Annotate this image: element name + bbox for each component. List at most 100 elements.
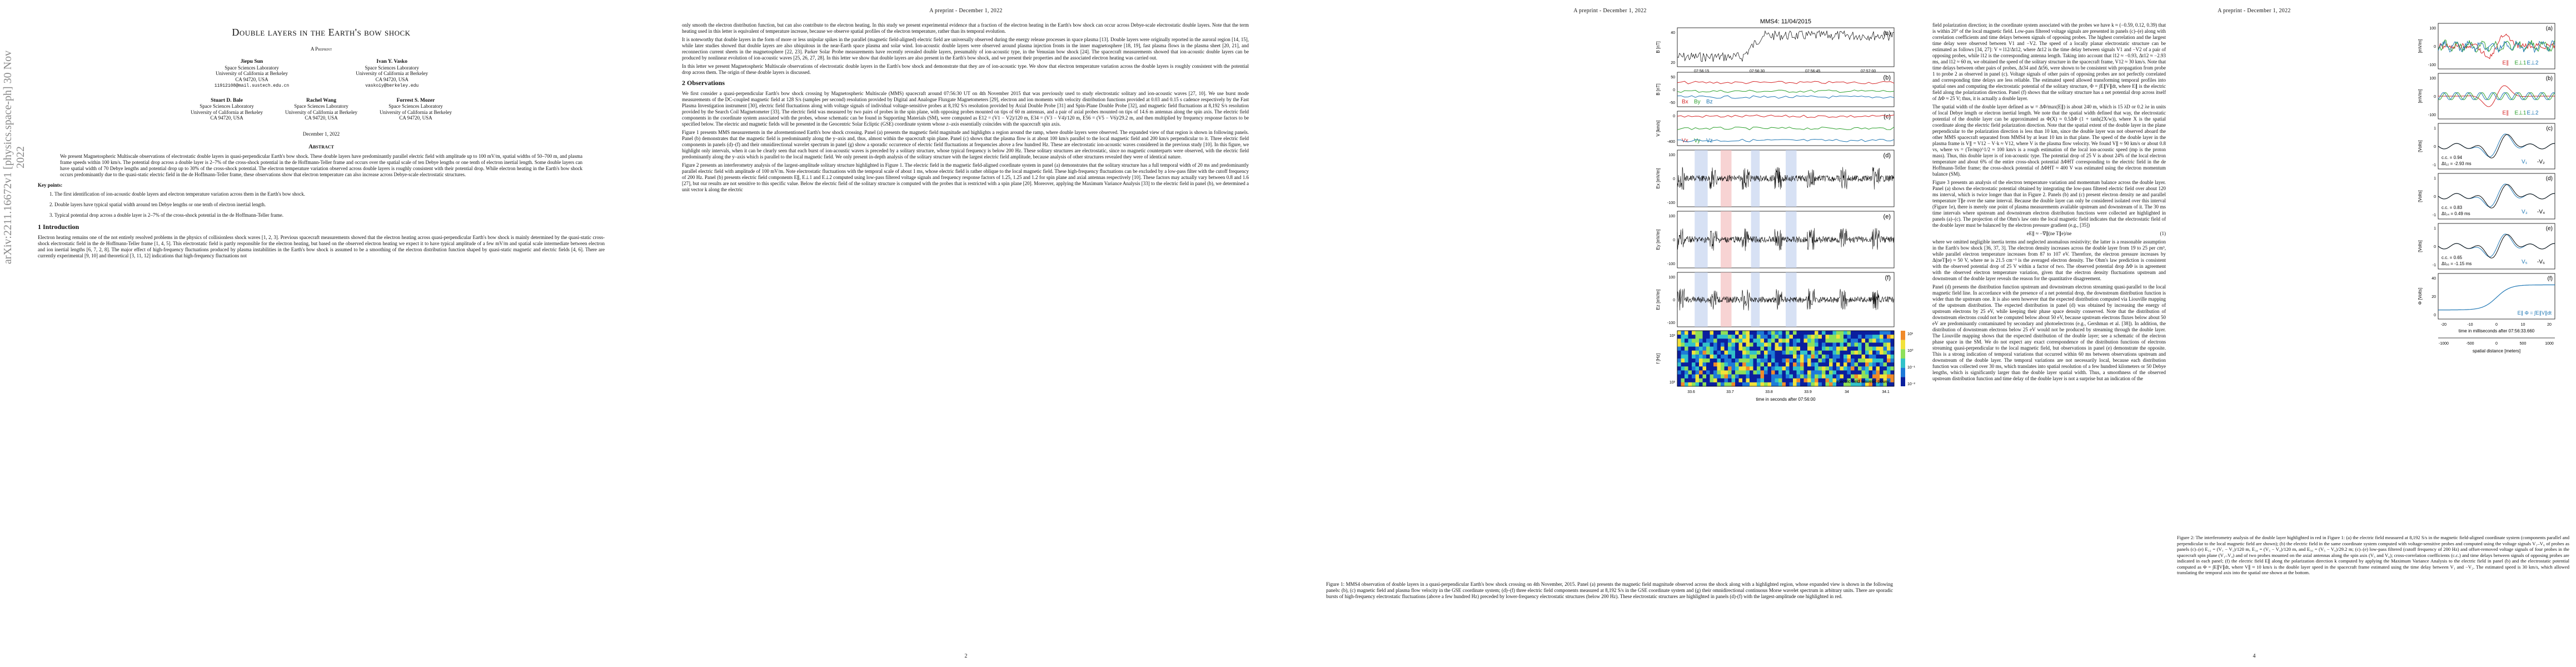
spectrum-cell — [1688, 382, 1692, 387]
spectrum-cell — [1731, 346, 1736, 351]
author-block: Rachel Wang Space Sciences Laboratory Un… — [285, 97, 357, 121]
spectrum-cell — [1851, 362, 1855, 367]
spectrum-cell — [1815, 366, 1818, 371]
spectrum-cell — [1843, 362, 1847, 367]
spectrum-cell — [1717, 374, 1721, 379]
spectrum-cell — [1825, 378, 1830, 383]
spectrum-cell — [1738, 366, 1743, 371]
spectrum-cell — [1746, 378, 1750, 383]
spectrum-cell — [1847, 370, 1851, 375]
spectrum-cell — [1771, 382, 1775, 387]
spectrum-cell — [1746, 366, 1750, 371]
spectrum-cell — [1803, 370, 1808, 375]
colorbar-segment — [1901, 331, 1905, 340]
spectrum-cell — [1851, 342, 1855, 347]
tick-label: -100 — [1667, 201, 1675, 205]
tick-label: -100 — [2428, 113, 2436, 117]
tick-label: -400 — [1667, 140, 1675, 144]
spectrum-cell — [1717, 350, 1721, 355]
spectrum-cell — [1746, 354, 1750, 359]
spectrum-cell — [1815, 342, 1818, 347]
spectrum-cell — [1706, 331, 1710, 335]
spectrum-cell — [1753, 339, 1757, 343]
spectrum-cell — [1807, 350, 1811, 355]
spectrum-cell — [1880, 342, 1884, 347]
spectrum-cell — [1851, 335, 1855, 339]
body-paragraph: field polarization direction; in the coo… — [1932, 22, 2166, 101]
spectrum-cell — [1811, 359, 1815, 363]
axis-label: Ez [mV/m] — [1656, 290, 1661, 310]
spectrum-cell — [1717, 378, 1721, 383]
spectrum-cell — [1760, 339, 1765, 343]
spectrum-cell — [1699, 359, 1703, 363]
spectrum-cell — [1876, 366, 1880, 371]
spectrum-cell — [1738, 350, 1743, 355]
spectrum-cell — [1818, 335, 1822, 339]
tick-label: 40 — [2431, 277, 2436, 281]
spectrum-cell — [1775, 382, 1779, 387]
spectrum-cell — [1738, 382, 1743, 387]
spectrum-cell — [1710, 335, 1714, 339]
spectrum-cell — [1832, 335, 1837, 339]
spectrum-cell — [1681, 339, 1685, 343]
spectrum-cell — [1811, 382, 1815, 387]
voltage-trace — [2438, 233, 2555, 257]
spectrum-cell — [1869, 346, 1873, 351]
legend-entry: E∥ Φ = ∫E∥V∥dt — [2518, 310, 2552, 316]
spectrum-cell — [1807, 354, 1811, 359]
spectrum-cell — [1865, 350, 1869, 355]
spectrum-cell — [1742, 370, 1746, 375]
spectrum-cell — [1699, 335, 1703, 339]
spectrum-cell — [1782, 366, 1786, 371]
spectrum-cell — [1699, 374, 1703, 379]
spectrum-cell — [1865, 339, 1869, 343]
spectrum-cell — [1713, 346, 1717, 351]
spectrum-cell — [1753, 359, 1757, 363]
tick-label: 0 — [2434, 245, 2436, 249]
spectrum-cell — [1753, 378, 1757, 383]
spectrum-cell — [1825, 359, 1830, 363]
highlight-band — [1695, 272, 1708, 327]
spectrum-cell — [1688, 342, 1692, 347]
spectrum-cell — [1685, 366, 1688, 371]
spectrum-cell — [1713, 359, 1717, 363]
panel-frame — [1677, 330, 1895, 387]
x-tick-label: -20 — [2441, 323, 2447, 327]
spectrum-cell — [1818, 350, 1822, 355]
spectrum-cell — [1883, 362, 1887, 367]
spectrum-cell — [1695, 359, 1700, 363]
spectrum-cell — [1692, 331, 1696, 335]
spectrum-cell — [1681, 331, 1685, 335]
spectrum-cell — [1721, 366, 1725, 371]
spectrum-cell — [1815, 378, 1818, 383]
spectrum-cell — [1767, 362, 1772, 367]
spectrum-cell — [1861, 378, 1866, 383]
spectrum-cell — [1851, 346, 1855, 351]
spectrum-cell — [1832, 382, 1837, 387]
spectrum-cell — [1847, 335, 1851, 339]
spectrum-cell — [1829, 370, 1833, 375]
spectrum-cell — [1695, 366, 1700, 371]
spectrum-cell — [1731, 366, 1736, 371]
spectrum-cell — [1847, 374, 1851, 379]
spectrum-cell — [1861, 362, 1866, 367]
spectrum-cell — [1854, 382, 1858, 387]
spectrum-cell — [1815, 362, 1818, 367]
spectrum-cell — [1869, 382, 1873, 387]
spectrum-cell — [1750, 366, 1753, 371]
spectrum-cell — [1677, 354, 1681, 359]
panel-tag: (f) — [1885, 275, 1891, 281]
spectrum-cell — [1876, 350, 1880, 355]
spectrum-cell — [1731, 382, 1736, 387]
spectrum-cell — [1829, 346, 1833, 351]
spectrum-cell — [1832, 370, 1837, 375]
spectrum-cell — [1731, 331, 1736, 335]
spectrum-cell — [1811, 354, 1815, 359]
spectrum-cell — [1713, 331, 1717, 335]
axis-label: Φ [Volts] — [2418, 288, 2423, 305]
spectrum-cell — [1789, 339, 1793, 343]
spectrum-cell — [1760, 362, 1765, 367]
highlight-band — [1786, 150, 1797, 207]
spectrum-cell — [1872, 350, 1876, 355]
spectrum-cell — [1710, 359, 1714, 363]
